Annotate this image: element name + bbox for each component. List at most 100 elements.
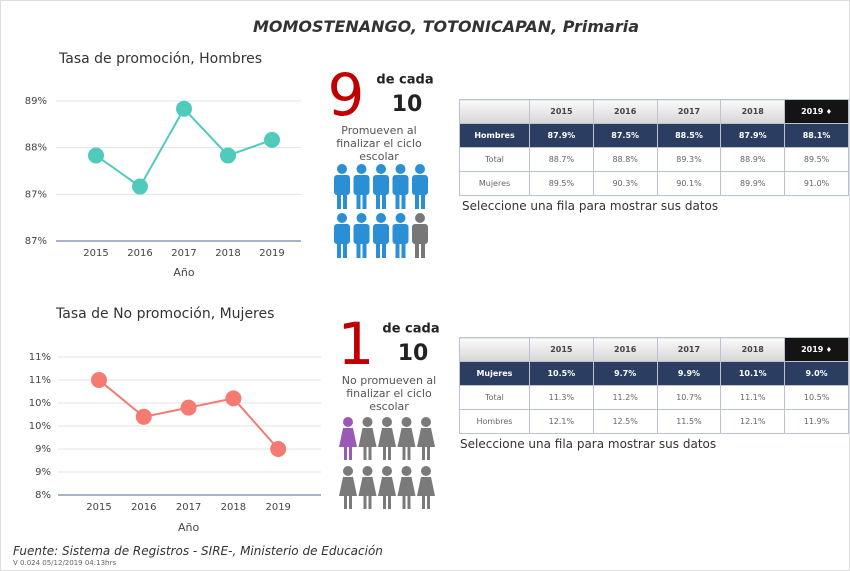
table-row[interactable]: Mujeres 89.5% 90.3% 90.1% 89.9% 91.0% bbox=[458, 171, 849, 196]
data-table: 2015 2016 2017 2018 2019 ♦ Hombres 87.9% 87.5% 8… bbox=[458, 99, 849, 196]
icon-body bbox=[339, 477, 357, 496]
point bbox=[91, 372, 107, 388]
icon-body bbox=[412, 175, 428, 195]
person-icon bbox=[417, 466, 435, 509]
person-icon bbox=[378, 466, 396, 509]
point bbox=[225, 390, 242, 407]
column-header[interactable]: 2019 ♦ bbox=[784, 337, 849, 362]
icon-leg bbox=[343, 193, 347, 209]
x-tick-label: 2016 bbox=[127, 248, 152, 259]
table-row[interactable]: Hombres 12.1% 12.5% 11.5% 12.1% 11.9% bbox=[459, 409, 849, 434]
info-text: Promueven al finalizar el ciclo escolar bbox=[336, 124, 422, 163]
icon-body bbox=[412, 224, 428, 244]
total: 10 bbox=[392, 92, 423, 117]
icon-body bbox=[392, 224, 409, 244]
icon-leg bbox=[402, 496, 406, 509]
icon-body bbox=[339, 428, 357, 447]
icon-leg bbox=[422, 447, 425, 460]
icon-body bbox=[373, 224, 389, 244]
icon-head bbox=[401, 417, 412, 427]
cell: 10.7% bbox=[656, 385, 722, 410]
point bbox=[264, 131, 280, 148]
column-header[interactable]: 2015 bbox=[529, 99, 594, 124]
y-tick-label: 89% bbox=[25, 96, 47, 107]
icon-head bbox=[337, 164, 347, 174]
person-icon bbox=[358, 466, 377, 509]
y-tick-label: 8% bbox=[35, 490, 51, 501]
column-header[interactable]: 2017 bbox=[656, 337, 722, 362]
cell: 9.9% bbox=[656, 361, 722, 386]
table-row[interactable]: Total 88.7% 88.8% 89.3% 88.9% 89.5% bbox=[458, 147, 849, 172]
point bbox=[270, 441, 287, 457]
table-row[interactable]: Total 11.3% 11.2% 10.7% 11.1% 10.5% bbox=[459, 385, 849, 410]
icon-leg bbox=[383, 447, 386, 460]
cell: 88.1% bbox=[784, 123, 849, 148]
x-tick-label: 2019 bbox=[259, 248, 284, 259]
icon-body bbox=[417, 428, 435, 447]
icon-body bbox=[397, 428, 416, 447]
icon-leg bbox=[362, 242, 367, 258]
column-header[interactable]: 2019 ♦ bbox=[784, 99, 849, 124]
x-tick-label: 2019 bbox=[265, 502, 290, 513]
icon-leg bbox=[344, 447, 347, 460]
icon-head bbox=[395, 164, 406, 174]
y-tick-label: 88% bbox=[25, 143, 47, 154]
cell: 88.5% bbox=[656, 123, 722, 148]
icon-leg bbox=[376, 242, 380, 258]
big-number: 9 bbox=[328, 61, 365, 129]
table-row[interactable]: Hombres 87.9% 87.5% 88.5% 87.9% 88.1% bbox=[458, 123, 849, 148]
version: V 0.024 05/12/2019 04:13hrs bbox=[13, 559, 116, 567]
icon-leg bbox=[421, 193, 425, 209]
cell: 89.5% bbox=[784, 147, 849, 172]
x-tick-label: 2016 bbox=[131, 502, 156, 513]
cell: 12.1% bbox=[720, 409, 786, 434]
person-icon bbox=[412, 164, 428, 209]
icon-body bbox=[373, 175, 389, 195]
point bbox=[135, 408, 152, 425]
column-header[interactable]: 2017 bbox=[656, 99, 722, 124]
icon-body bbox=[392, 175, 409, 195]
data-table: 2015 2016 2017 2018 2019 ♦ Mujeres 10.5% 9.7% 9.… bbox=[459, 337, 849, 434]
row-label: Mujeres bbox=[458, 171, 531, 196]
person-icon bbox=[397, 417, 416, 460]
icon-head bbox=[362, 417, 373, 427]
column-header[interactable]: 2018 bbox=[720, 99, 786, 124]
x-tick-label: 2015 bbox=[86, 502, 111, 513]
person-icon bbox=[397, 466, 416, 509]
header-row: 2015 2016 2017 2018 2019 ♦ bbox=[458, 99, 849, 124]
icon-leg bbox=[362, 193, 367, 209]
x-axis-label: Año bbox=[173, 266, 194, 279]
cell: 11.3% bbox=[528, 385, 594, 410]
person-icon bbox=[373, 164, 389, 209]
table-row[interactable]: Mujeres 10.5% 9.7% 9.9% 10.1% 9.0% bbox=[459, 361, 849, 386]
sort-icon: ♦ bbox=[823, 108, 833, 116]
y-tick-label: 11% bbox=[29, 352, 51, 363]
icon-leg bbox=[401, 242, 406, 258]
column-header[interactable]: 2015 bbox=[528, 337, 594, 362]
y-tick-label: 87% bbox=[25, 236, 47, 247]
cell: 91.0% bbox=[784, 171, 849, 196]
column-header[interactable]: 2016 bbox=[592, 337, 658, 362]
icon-body bbox=[358, 477, 377, 496]
icon-leg bbox=[421, 242, 425, 258]
person-icon bbox=[417, 417, 435, 460]
icon-body bbox=[353, 224, 370, 244]
cell: 90.3% bbox=[592, 171, 658, 196]
y-tick-label: 11% bbox=[29, 375, 51, 386]
cell: 89.3% bbox=[656, 147, 722, 172]
icon-head bbox=[356, 213, 367, 223]
column-header[interactable]: 2018 bbox=[720, 337, 786, 362]
cell: 87.9% bbox=[720, 123, 786, 148]
icon-leg bbox=[427, 447, 430, 460]
row-label: Hombres bbox=[459, 409, 530, 434]
column-header[interactable]: 2016 bbox=[592, 99, 658, 124]
cell: 90.1% bbox=[656, 171, 722, 196]
row-label: Total bbox=[458, 147, 531, 172]
cell: 11.5% bbox=[656, 409, 722, 434]
person-icon bbox=[353, 213, 370, 258]
table-hint: Seleccione una fila para mostrar sus dat… bbox=[460, 437, 717, 451]
icon-body bbox=[353, 175, 370, 195]
header-cell bbox=[458, 99, 531, 124]
icon-leg bbox=[349, 447, 352, 460]
